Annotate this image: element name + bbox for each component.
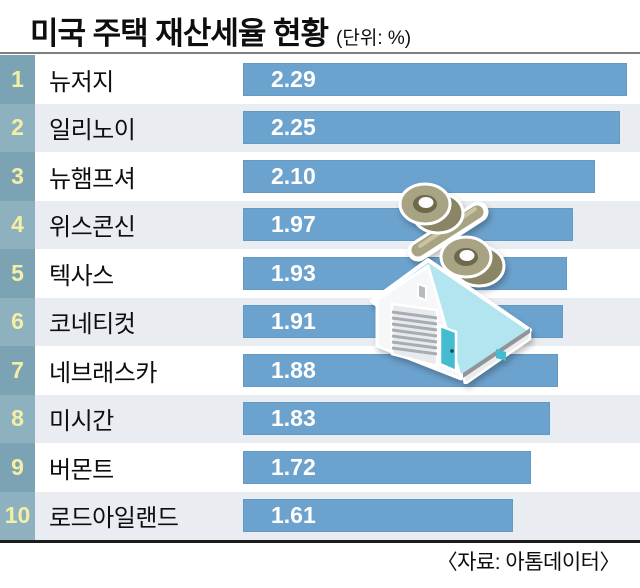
state-name: 네브래스카 [49, 359, 157, 387]
table-row: 2 일리노이 2.25 [0, 103, 640, 153]
value-bar: 2.25 [243, 111, 621, 145]
house-icon [370, 258, 532, 384]
state-name: 텍사스 [49, 262, 114, 290]
state-name: 버몬트 [49, 456, 114, 484]
source-credit: 〈자료: 아톰데이터〉 [436, 551, 621, 574]
rank-badge: 10 [0, 491, 35, 540]
rank-badge: 7 [0, 346, 35, 395]
bar-track: 1.72 [243, 443, 640, 492]
rank-badge: 9 [0, 443, 35, 492]
table-row: 8 미시간 1.83 [0, 394, 640, 444]
header: 미국 주택 재산세율 현황 (단위: %) [30, 8, 411, 53]
value-label: 1.72 [271, 453, 316, 480]
table-row: 3 뉴햄프셔 2.10 [0, 152, 640, 201]
table-row: 7 네브래스카 1.88 [0, 346, 640, 395]
rank-badge: 2 [0, 103, 35, 152]
rank-badge: 1 [0, 55, 35, 104]
value-bar: 1.72 [243, 450, 532, 484]
state-name: 위스콘신 [49, 214, 136, 242]
table-row: 5 텍사스 1.93 [0, 249, 640, 298]
state-name: 로드아일랜드 [49, 505, 179, 533]
bottom-divider [0, 540, 640, 543]
value-bar: 2.29 [243, 62, 627, 96]
value-label: 1.91 [271, 308, 316, 335]
value-bar: 1.83 [243, 402, 550, 436]
value-label: 1.88 [271, 356, 316, 383]
house-percent-illustration [370, 182, 532, 384]
rank-badge: 6 [0, 297, 35, 346]
table-row: 1 뉴저지 2.29 [0, 55, 640, 104]
page-title: 미국 주택 재산세율 현황 [30, 16, 329, 51]
state-name: 일리노이 [49, 117, 136, 145]
rank-badge: 4 [0, 200, 35, 249]
value-label: 2.29 [271, 65, 316, 92]
value-label: 1.83 [271, 405, 316, 432]
bar-track: 1.61 [243, 492, 640, 541]
table-row: 4 위스콘신 1.97 [0, 200, 640, 249]
table-row: 6 코네티컷 1.91 [0, 297, 640, 346]
rank-badge: 5 [0, 249, 35, 298]
bar-track: 2.29 [243, 55, 640, 104]
state-name: 코네티컷 [49, 311, 136, 339]
rank-badge: 3 [0, 152, 35, 201]
value-label: 2.25 [271, 114, 316, 141]
bar-track: 2.25 [243, 104, 640, 153]
state-name: 미시간 [49, 408, 114, 436]
percent-icon [398, 182, 506, 288]
state-name: 뉴햄프셔 [49, 165, 136, 193]
rank-badge: 8 [0, 394, 35, 443]
value-bar: 1.61 [243, 499, 513, 533]
value-label: 1.93 [271, 259, 316, 286]
ranking-table: 1 뉴저지 2.29 2 일리노이 2.25 3 뉴햄프셔 2.10 4 위스콘신 1.97 5 텍사스 1… [0, 55, 640, 540]
unit-label: (단위: %) [336, 28, 412, 49]
value-label: 2.10 [271, 162, 316, 189]
bar-track: 1.83 [243, 395, 640, 444]
table-row: 10 로드아일랜드 1.61 [0, 491, 640, 541]
state-name: 뉴저지 [49, 68, 114, 96]
value-label: 1.97 [271, 211, 316, 238]
value-label: 1.61 [271, 502, 316, 529]
table-row: 9 버몬트 1.72 [0, 443, 640, 492]
top-divider [0, 52, 640, 54]
